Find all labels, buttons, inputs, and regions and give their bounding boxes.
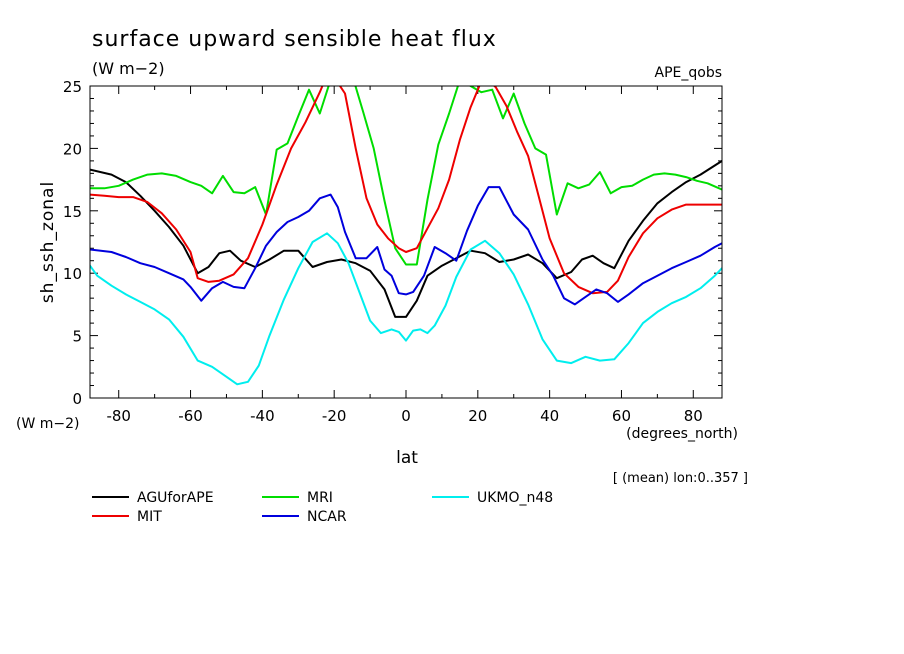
x-tick-label: -20 [322,407,347,425]
series-lines [90,86,722,386]
legend-label-mri: MRI [307,490,333,506]
series-line-aguforape [90,160,722,318]
legend-label-ncar: NCAR [307,509,347,525]
legend-label-ukmo-n48: UKMO_n48 [477,490,553,506]
x-tick-label: -60 [178,407,203,425]
footnote: [ (mean) lon:0..357 ] [613,471,748,486]
x-tick-label: 40 [540,407,559,425]
experiment-label: APE_qobs [655,65,723,81]
y-tick-label: 20 [63,140,82,158]
y-tick-label: 0 [72,390,82,408]
x-tick-label: -40 [250,407,275,425]
legend: AGUforAPE MIT MRI NCAR UKMO_n48 [92,490,553,525]
legend-label-mit: MIT [137,509,162,525]
x-tick-label: -80 [106,407,131,425]
legend-label-aguforape: AGUforAPE [137,490,214,506]
x-tick-label: 60 [612,407,631,425]
series-line-mri [90,86,722,266]
x-axis-label: lat [396,448,418,468]
plot-frame [89,85,723,399]
y-axis-label: sh_ssh_zonal [38,181,58,303]
x-tick-label: 0 [401,407,411,425]
chart-title: surface upward sensible heat flux [92,27,497,52]
x-tick-label: 20 [468,407,487,425]
series-line-ukmo-n48 [90,232,722,386]
y-tick-label: 25 [63,78,82,96]
y-tick-label: 15 [63,203,82,221]
chart-subtitle: (W m−2) [92,59,165,78]
axis-ticks: -80 -60 -40 -20 0 20 40 60 80 0 5 10 15 20 25 [63,78,722,425]
series-line-mit [90,86,722,295]
series-line-ncar [90,186,722,306]
y-tick-label: 10 [63,265,82,283]
y-tick-label: 5 [72,328,82,346]
x-axis-unit: (degrees_north) [626,426,738,442]
y-axis-unit: (W m−2) [16,416,80,432]
x-tick-label: 80 [684,407,703,425]
